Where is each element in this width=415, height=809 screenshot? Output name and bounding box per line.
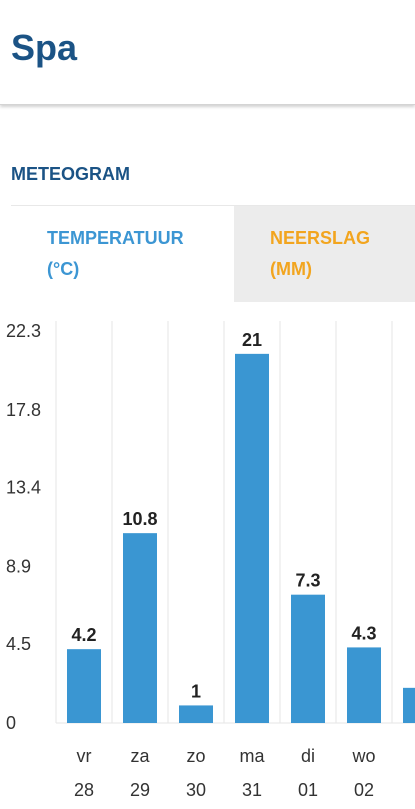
tab-temperature[interactable]: TEMPERATUUR (°C) <box>11 206 234 302</box>
data-label: 7.3 <box>295 571 320 591</box>
x-tick-date: 29 <box>130 780 150 800</box>
y-tick-label: 22.3 <box>6 321 41 341</box>
meteogram-heading: METEOGRAM <box>11 164 130 184</box>
meteogram-tabs: TEMPERATUUR (°C) NEERSLAG (MM) <box>11 205 415 302</box>
data-label: 1 <box>191 681 201 701</box>
y-tick-label: 17.8 <box>6 400 41 420</box>
x-tick-date: 28 <box>74 780 94 800</box>
x-tick-day: di <box>301 746 315 766</box>
x-tick-day: za <box>130 746 150 766</box>
bar <box>403 687 415 723</box>
tab-precipitation-unit: (MM) <box>270 259 312 279</box>
tab-precipitation-label: NEERSLAG <box>270 228 371 248</box>
bar <box>235 353 269 723</box>
y-tick-label: 0 <box>6 713 16 733</box>
data-label: 10.8 <box>122 509 157 529</box>
page-title: Spa <box>11 27 78 68</box>
y-tick-label: 8.9 <box>6 557 31 577</box>
x-tick-day: vr <box>77 746 92 766</box>
x-tick-date: 30 <box>186 780 206 800</box>
bar <box>123 533 157 723</box>
app-header: Spa <box>0 0 415 105</box>
bar <box>347 647 381 723</box>
x-tick-day: wo <box>351 746 375 766</box>
data-label: 21 <box>242 330 262 350</box>
tab-temperature-label: TEMPERATUUR <box>47 228 184 248</box>
x-tick-date: 02 <box>354 780 374 800</box>
x-tick-day: zo <box>186 746 205 766</box>
data-label: 4.2 <box>71 625 96 645</box>
x-tick-date: 01 <box>298 780 318 800</box>
bar <box>179 705 213 723</box>
y-tick-label: 4.5 <box>6 634 31 654</box>
data-label: 4.3 <box>351 623 376 643</box>
y-tick-label: 13.4 <box>6 477 41 497</box>
x-tick-day: ma <box>239 746 265 766</box>
tab-precipitation[interactable]: NEERSLAG (MM) <box>234 206 415 302</box>
bar <box>291 594 325 723</box>
temperature-bar-chart: 22.3 17.8 13.4 8.9 4.5 0 4.2 vr 28 10.8 za 29 1 zo 30 2… <box>6 321 415 800</box>
bar <box>67 649 101 723</box>
x-tick-date: 31 <box>242 780 262 800</box>
tab-temperature-unit: (°C) <box>47 259 80 279</box>
